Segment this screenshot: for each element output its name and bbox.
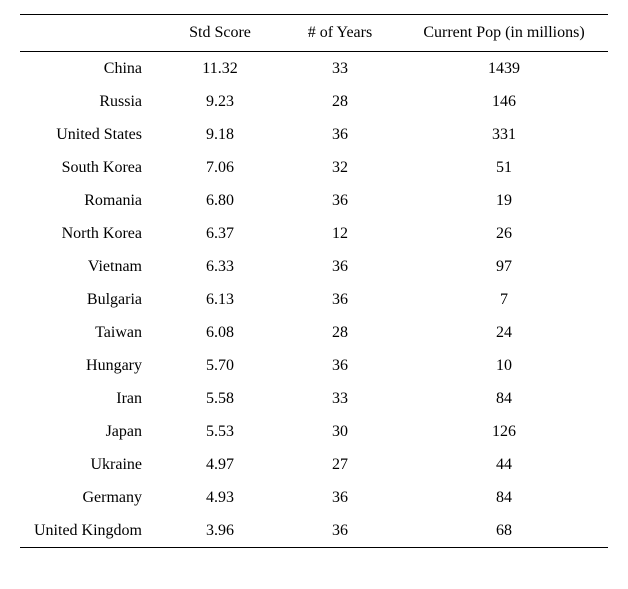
cell-pop: 146 (400, 85, 608, 118)
cell-years: 36 (280, 283, 400, 316)
cell-std-score: 6.08 (160, 316, 280, 349)
cell-country: Germany (20, 481, 160, 514)
cell-pop: 84 (400, 481, 608, 514)
cell-country: China (20, 52, 160, 86)
table-row: Taiwan6.082824 (20, 316, 608, 349)
cell-pop: 84 (400, 382, 608, 415)
cell-country: Hungary (20, 349, 160, 382)
table-row: Russia9.2328146 (20, 85, 608, 118)
cell-years: 33 (280, 382, 400, 415)
cell-years: 12 (280, 217, 400, 250)
table-row: Bulgaria6.13367 (20, 283, 608, 316)
cell-pop: 1439 (400, 52, 608, 86)
cell-country: Romania (20, 184, 160, 217)
cell-years: 30 (280, 415, 400, 448)
cell-pop: 26 (400, 217, 608, 250)
cell-std-score: 4.97 (160, 448, 280, 481)
cell-years: 28 (280, 316, 400, 349)
cell-pop: 19 (400, 184, 608, 217)
cell-pop: 97 (400, 250, 608, 283)
cell-std-score: 6.37 (160, 217, 280, 250)
cell-pop: 10 (400, 349, 608, 382)
cell-years: 36 (280, 349, 400, 382)
cell-std-score: 6.80 (160, 184, 280, 217)
cell-country: North Korea (20, 217, 160, 250)
cell-country: Taiwan (20, 316, 160, 349)
cell-country: United States (20, 118, 160, 151)
table-row: Japan5.5330126 (20, 415, 608, 448)
table-row: China11.32331439 (20, 52, 608, 86)
cell-pop: 68 (400, 514, 608, 548)
table-row: North Korea6.371226 (20, 217, 608, 250)
cell-pop: 44 (400, 448, 608, 481)
cell-years: 36 (280, 118, 400, 151)
cell-pop: 51 (400, 151, 608, 184)
cell-std-score: 9.18 (160, 118, 280, 151)
cell-std-score: 5.53 (160, 415, 280, 448)
table-row: Hungary5.703610 (20, 349, 608, 382)
cell-country: Russia (20, 85, 160, 118)
cell-years: 33 (280, 52, 400, 86)
cell-std-score: 6.33 (160, 250, 280, 283)
cell-std-score: 11.32 (160, 52, 280, 86)
cell-std-score: 5.58 (160, 382, 280, 415)
cell-pop: 331 (400, 118, 608, 151)
table-row: Romania6.803619 (20, 184, 608, 217)
cell-years: 36 (280, 250, 400, 283)
cell-pop: 24 (400, 316, 608, 349)
cell-pop: 7 (400, 283, 608, 316)
cell-std-score: 6.13 (160, 283, 280, 316)
cell-std-score: 4.93 (160, 481, 280, 514)
cell-country: Ukraine (20, 448, 160, 481)
cell-years: 32 (280, 151, 400, 184)
cell-years: 36 (280, 184, 400, 217)
table-row: Germany4.933684 (20, 481, 608, 514)
cell-country: United Kingdom (20, 514, 160, 548)
col-header-country (20, 15, 160, 52)
cell-country: Japan (20, 415, 160, 448)
table-container: Std Score # of Years Current Pop (in mil… (0, 0, 628, 562)
table-row: United Kingdom3.963668 (20, 514, 608, 548)
table-header-row: Std Score # of Years Current Pop (in mil… (20, 15, 608, 52)
table-row: Ukraine4.972744 (20, 448, 608, 481)
data-table: Std Score # of Years Current Pop (in mil… (20, 14, 608, 548)
cell-country: Vietnam (20, 250, 160, 283)
cell-std-score: 3.96 (160, 514, 280, 548)
table-row: Vietnam6.333697 (20, 250, 608, 283)
cell-years: 28 (280, 85, 400, 118)
table-row: United States9.1836331 (20, 118, 608, 151)
cell-years: 36 (280, 514, 400, 548)
cell-years: 36 (280, 481, 400, 514)
cell-std-score: 7.06 (160, 151, 280, 184)
table-row: Iran5.583384 (20, 382, 608, 415)
col-header-years: # of Years (280, 15, 400, 52)
cell-country: Iran (20, 382, 160, 415)
col-header-std-score: Std Score (160, 15, 280, 52)
cell-country: South Korea (20, 151, 160, 184)
cell-country: Bulgaria (20, 283, 160, 316)
cell-std-score: 9.23 (160, 85, 280, 118)
cell-pop: 126 (400, 415, 608, 448)
cell-std-score: 5.70 (160, 349, 280, 382)
col-header-pop: Current Pop (in millions) (400, 15, 608, 52)
table-body: China11.32331439Russia9.2328146United St… (20, 52, 608, 548)
cell-years: 27 (280, 448, 400, 481)
table-row: South Korea7.063251 (20, 151, 608, 184)
